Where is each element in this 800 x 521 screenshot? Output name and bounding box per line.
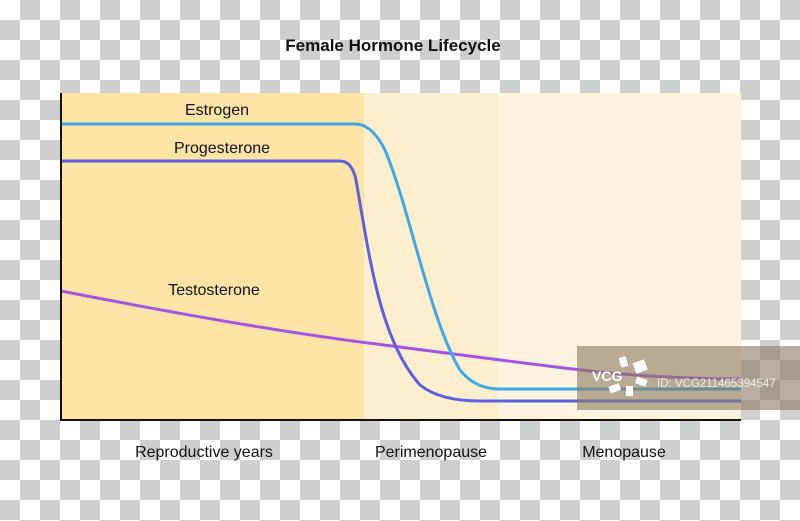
progesterone-label: Progesterone [174, 140, 270, 157]
vcg-logo-icon [608, 356, 648, 396]
phase-label-menopause: Menopause [582, 444, 666, 461]
phase-band-perimenopause [364, 93, 498, 420]
watermark: VCG ID: VCG211465394547 [577, 346, 800, 410]
watermark-brand: VCG [592, 368, 622, 384]
estrogen-label: Estrogen [185, 102, 249, 119]
testosterone-label: Testosterone [168, 282, 260, 299]
phase-band-reproductive [61, 93, 364, 420]
phase-label-perimenopause: Perimenopause [375, 444, 487, 461]
watermark-id: ID: VCG211465394547 [657, 378, 776, 390]
estrogen-curve [61, 122, 741, 391]
progesterone-curve [61, 159, 741, 403]
phase-label-reproductive: Reproductive years [135, 444, 273, 461]
chart-title: Female Hormone Lifecycle [285, 36, 501, 55]
